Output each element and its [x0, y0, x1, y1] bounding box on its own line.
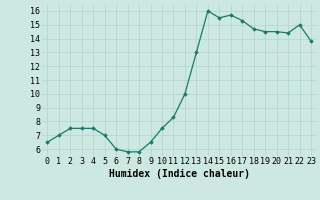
X-axis label: Humidex (Indice chaleur): Humidex (Indice chaleur) [109, 169, 250, 179]
